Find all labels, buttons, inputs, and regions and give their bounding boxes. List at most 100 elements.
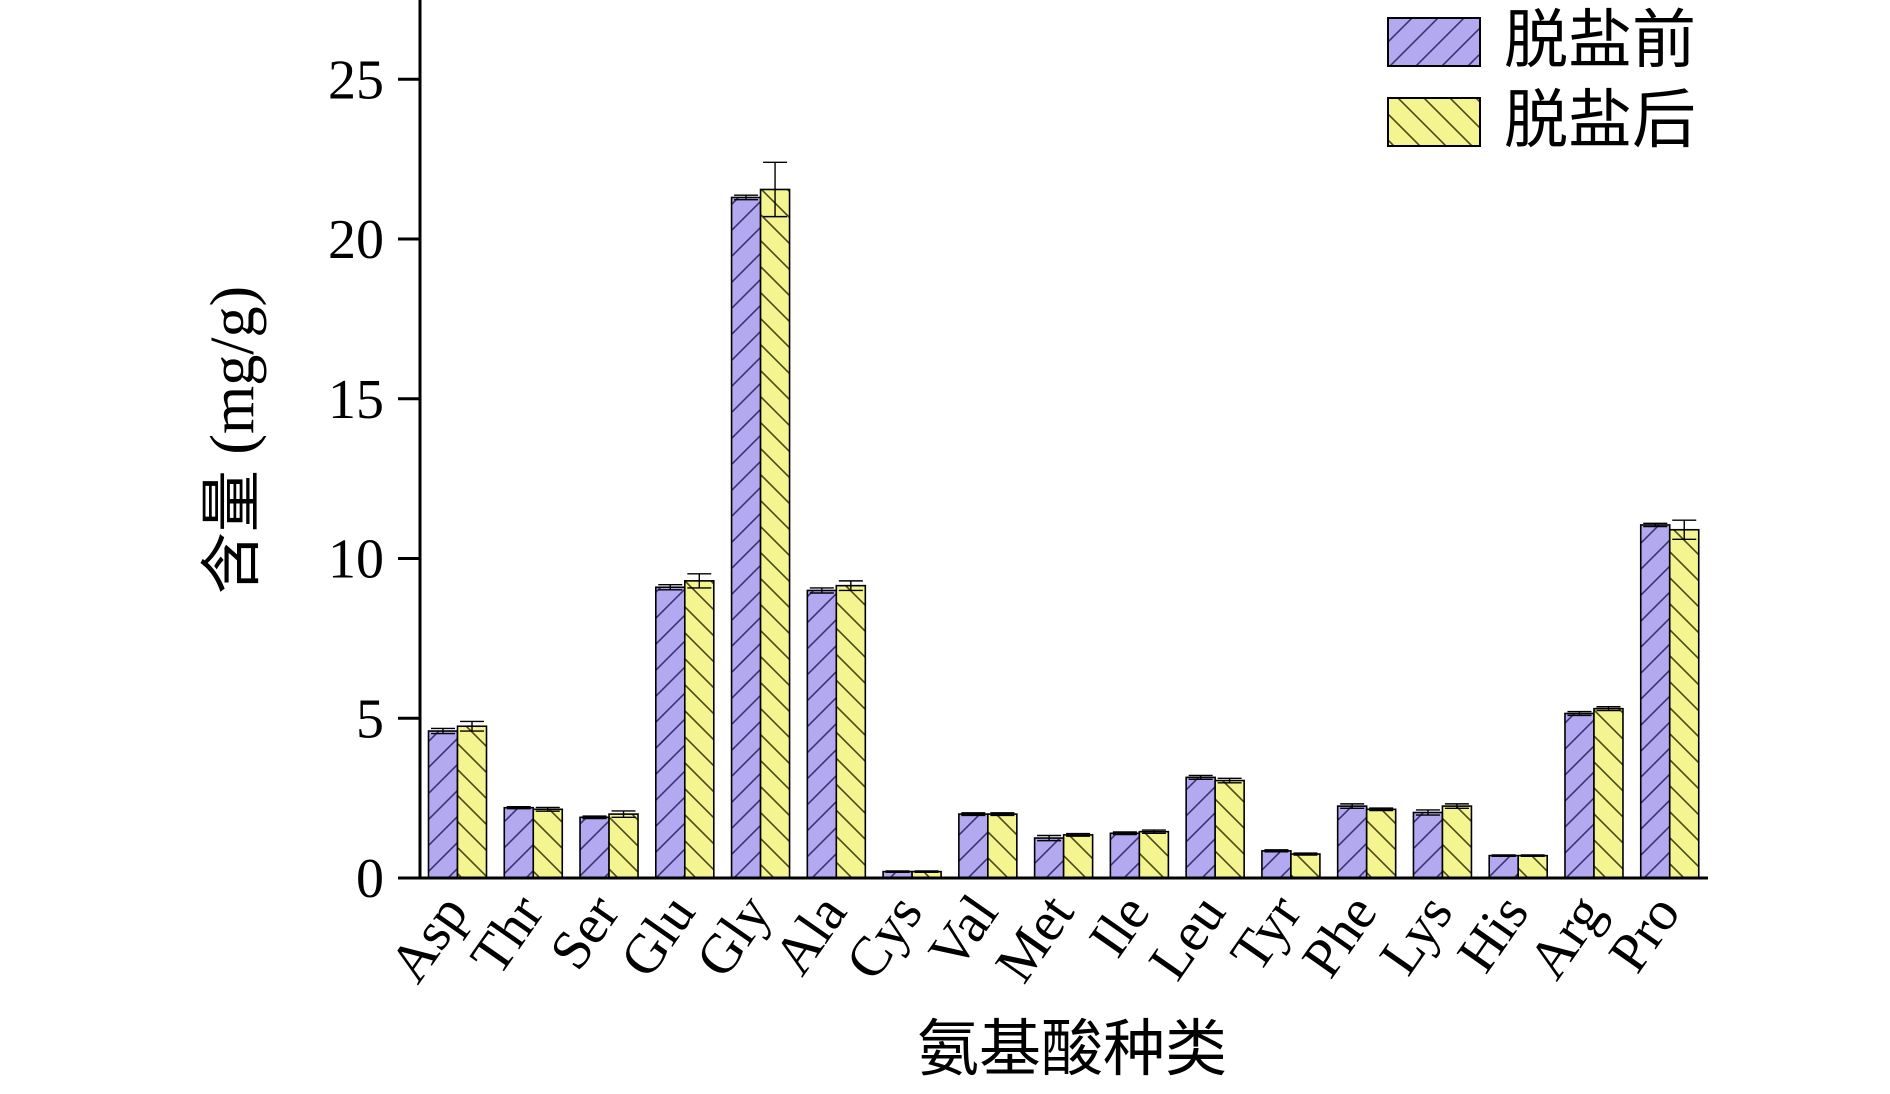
error-bar-leu-series-2 (1217, 777, 1242, 784)
error-bar-glu-series-2 (687, 573, 712, 589)
error-bar-lys-series-1 (1415, 809, 1440, 816)
bar-tyr-series-2 (1290, 853, 1321, 879)
error-bar-phe-series-1 (1340, 803, 1365, 810)
y-tick-label: 20 (328, 209, 384, 271)
error-bar-his-series-2 (1520, 854, 1545, 857)
legend-label: 脱盐后 (1504, 85, 1696, 156)
error-bar-ala-series-1 (809, 587, 834, 594)
error-bar-asp-series-1 (431, 727, 455, 735)
x-category-label: Pro (1597, 884, 1692, 983)
x-category-label: Glu (608, 884, 707, 988)
bars-layer (427, 188, 1700, 879)
y-tick-label: 25 (328, 49, 384, 111)
error-bar-gly-series-2 (763, 161, 788, 218)
error-bar-ser-series-1 (582, 815, 607, 820)
error-bar-cys-series-2 (914, 870, 939, 873)
legend-swatch (1387, 97, 1481, 147)
x-axis-category-labels: AspThrSerGluGlyAlaCysValMetIleLeuTyrPheL… (378, 884, 1693, 994)
error-bar-met-series-1 (1037, 834, 1062, 842)
x-axis-title: 氨基酸种类 (917, 1016, 1227, 1084)
x-category-label: Ser (538, 884, 632, 981)
error-bars-layer (431, 161, 1697, 873)
error-bar-glu-series-1 (658, 583, 683, 591)
bar-ile-series-2 (1138, 830, 1170, 879)
legend-item-series-2: 脱盐后 (1387, 85, 1696, 156)
error-bar-thr-series-2 (535, 806, 560, 812)
x-category-label: Leu (1137, 884, 1238, 991)
bar-pro-series-1 (1639, 524, 1671, 879)
error-bar-ile-series-2 (1141, 829, 1166, 834)
bar-val-series-2 (987, 813, 1018, 879)
x-category-label: Cys (834, 884, 935, 991)
error-bar-ile-series-1 (1112, 831, 1137, 836)
error-bar-ser-series-2 (611, 810, 636, 818)
error-bar-asp-series-2 (460, 720, 484, 732)
bar-ser-series-1 (579, 816, 610, 879)
bar-gly-series-2 (759, 188, 791, 879)
error-bar-val-series-1 (961, 812, 986, 817)
error-bar-phe-series-2 (1369, 807, 1394, 812)
x-category-label: Lys (1368, 884, 1465, 986)
error-bar-thr-series-1 (506, 806, 531, 810)
error-bar-arg-series-1 (1567, 710, 1592, 717)
error-bar-cys-series-1 (885, 870, 910, 873)
bar-ser-series-2 (608, 813, 639, 879)
bar-arg-series-2 (1593, 707, 1624, 879)
y-tick-label: 15 (328, 369, 384, 431)
bar-leu-series-1 (1185, 776, 1216, 879)
bar-ala-series-1 (806, 589, 838, 879)
bar-lys-series-1 (1412, 811, 1444, 879)
bar-thr-series-1 (503, 806, 535, 879)
bar-glu-series-1 (654, 586, 686, 879)
y-tick-label: 5 (356, 688, 384, 750)
bar-pro-series-2 (1668, 528, 1700, 879)
error-bar-met-series-2 (1066, 832, 1091, 837)
error-bar-ala-series-2 (838, 580, 863, 592)
error-bar-pro-series-2 (1672, 519, 1697, 541)
legend-item-series-1: 脱盐前 (1387, 5, 1696, 76)
bar-asp-series-2 (456, 725, 488, 879)
x-category-label: Thr (459, 884, 556, 986)
error-bar-lys-series-2 (1444, 803, 1469, 810)
bar-val-series-1 (958, 813, 989, 879)
error-bar-pro-series-1 (1643, 522, 1668, 528)
x-category-label: Gly (684, 884, 783, 988)
x-category-label: Arg (1516, 884, 1616, 990)
bar-glu-series-2 (683, 580, 715, 879)
error-bar-arg-series-2 (1596, 706, 1621, 712)
bar-thr-series-2 (532, 808, 564, 879)
bar-met-series-1 (1033, 837, 1065, 879)
bar-arg-series-1 (1564, 712, 1595, 879)
legend-swatch (1387, 17, 1481, 67)
x-category-label: His (1445, 884, 1540, 983)
x-category-label: Met (984, 884, 1087, 994)
error-bar-val-series-2 (990, 812, 1015, 817)
bar-tyr-series-1 (1261, 850, 1292, 879)
bar-ile-series-1 (1109, 832, 1141, 879)
error-bar-tyr-series-2 (1293, 852, 1318, 856)
bar-his-series-2 (1517, 854, 1549, 879)
bar-lys-series-2 (1441, 805, 1473, 879)
bar-gly-series-1 (730, 196, 762, 879)
x-category-label: Tyr (1219, 884, 1314, 983)
error-bar-gly-series-1 (734, 194, 759, 201)
bar-phe-series-1 (1336, 805, 1368, 879)
y-axis-ticks: 0 5 10 15 20 25 (328, 49, 420, 910)
x-category-label: Phe (1290, 884, 1389, 988)
y-tick-label: 0 (356, 848, 384, 910)
x-category-label: Ala (762, 884, 859, 986)
bar-leu-series-2 (1214, 779, 1245, 879)
bar-his-series-1 (1488, 854, 1520, 879)
legend-label: 脱盐前 (1504, 5, 1696, 76)
bar-ala-series-2 (835, 584, 867, 879)
error-bar-his-series-1 (1491, 854, 1516, 857)
error-bar-tyr-series-1 (1264, 849, 1289, 853)
bar-phe-series-2 (1365, 808, 1397, 879)
error-bar-leu-series-1 (1188, 774, 1213, 780)
x-category-label: Asp (378, 884, 481, 993)
y-axis-title: 含量 (mg/g) (199, 286, 267, 594)
bar-asp-series-1 (427, 730, 459, 879)
bar-met-series-2 (1062, 834, 1094, 879)
